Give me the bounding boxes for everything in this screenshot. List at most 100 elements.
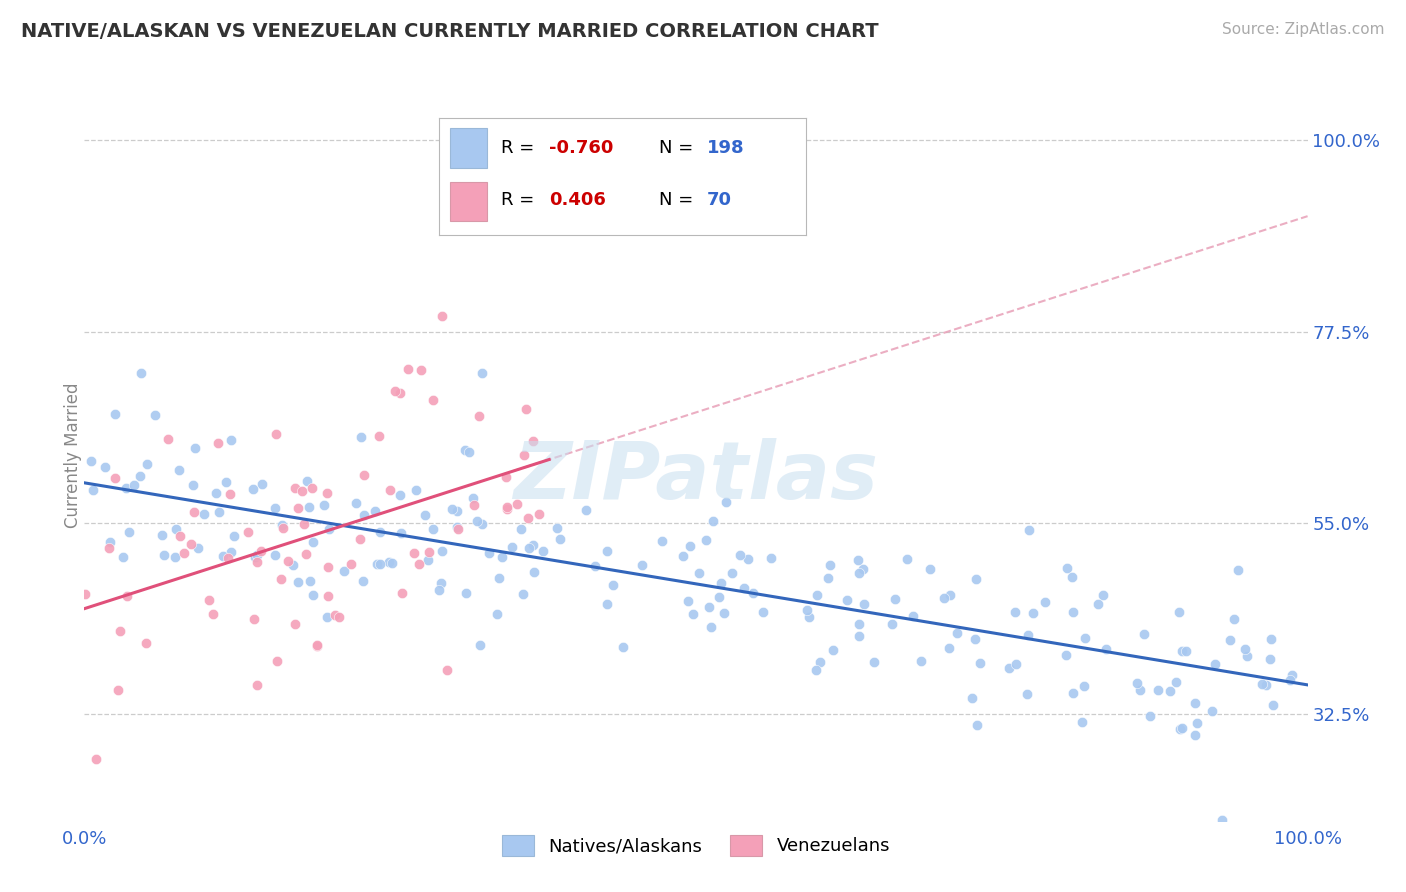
Point bbox=[548, 532, 571, 546]
Point bbox=[946, 625, 969, 640]
Point bbox=[1254, 678, 1277, 692]
Point bbox=[277, 554, 299, 568]
Point bbox=[496, 500, 519, 515]
Point bbox=[381, 556, 404, 570]
Point bbox=[243, 549, 266, 564]
Point bbox=[575, 503, 598, 517]
Point bbox=[752, 605, 775, 619]
Point bbox=[1018, 523, 1040, 537]
Point bbox=[271, 521, 294, 535]
Point bbox=[238, 524, 260, 539]
Point bbox=[305, 638, 328, 652]
Point bbox=[291, 484, 314, 499]
Point bbox=[391, 585, 413, 599]
Point bbox=[284, 617, 307, 632]
Point bbox=[1281, 668, 1303, 682]
Point bbox=[316, 590, 339, 604]
Point bbox=[965, 572, 987, 586]
Point bbox=[478, 545, 501, 559]
Point bbox=[344, 496, 367, 510]
Point bbox=[612, 640, 634, 654]
Point bbox=[522, 538, 544, 552]
Point bbox=[1146, 683, 1168, 698]
Point bbox=[934, 591, 956, 605]
Point bbox=[1184, 696, 1206, 710]
Point bbox=[215, 475, 238, 489]
Point bbox=[1226, 564, 1249, 578]
Point bbox=[1074, 631, 1097, 645]
Point bbox=[517, 541, 540, 555]
Point bbox=[468, 638, 491, 652]
Point bbox=[713, 607, 735, 621]
Point bbox=[153, 548, 176, 562]
Point bbox=[157, 432, 180, 446]
Point bbox=[135, 636, 157, 650]
Point bbox=[733, 581, 755, 595]
Point bbox=[848, 616, 870, 631]
Point bbox=[104, 471, 127, 485]
Point bbox=[316, 486, 339, 500]
Point bbox=[501, 541, 523, 555]
Point bbox=[527, 508, 550, 522]
Point bbox=[427, 583, 450, 598]
Point bbox=[98, 534, 121, 549]
Point bbox=[702, 514, 724, 528]
Point bbox=[219, 434, 242, 448]
Point bbox=[1070, 715, 1092, 730]
Point bbox=[352, 574, 374, 589]
Point bbox=[413, 508, 436, 523]
Point bbox=[208, 505, 231, 519]
Point bbox=[651, 534, 673, 549]
Point bbox=[1004, 606, 1026, 620]
Point bbox=[1184, 728, 1206, 742]
Point bbox=[264, 548, 287, 562]
Point bbox=[1033, 595, 1056, 609]
Point bbox=[246, 555, 269, 569]
Point bbox=[378, 483, 401, 497]
Point bbox=[364, 504, 387, 518]
Point bbox=[1201, 704, 1223, 718]
Point bbox=[1279, 673, 1302, 687]
Point bbox=[207, 436, 229, 450]
Point bbox=[384, 384, 406, 399]
Point bbox=[447, 522, 470, 536]
Point bbox=[938, 641, 960, 656]
Point bbox=[491, 550, 513, 565]
Text: ZIPatlas: ZIPatlas bbox=[513, 438, 879, 516]
Point bbox=[965, 632, 987, 647]
Point bbox=[184, 441, 207, 455]
Point bbox=[997, 661, 1019, 675]
Point bbox=[716, 495, 738, 509]
Text: NATIVE/ALASKAN VS VENEZUELAN CURRENTLY MARRIED CORRELATION CHART: NATIVE/ALASKAN VS VENEZUELAN CURRENTLY M… bbox=[21, 22, 879, 41]
Point bbox=[821, 642, 844, 657]
Point bbox=[281, 558, 304, 572]
Point bbox=[1250, 677, 1272, 691]
Point bbox=[531, 544, 554, 558]
Point bbox=[1204, 657, 1226, 671]
Point bbox=[183, 505, 205, 519]
Point bbox=[808, 655, 831, 669]
Point bbox=[512, 448, 534, 462]
Point bbox=[1167, 605, 1189, 619]
Point bbox=[707, 591, 730, 605]
Point bbox=[287, 575, 309, 590]
Point bbox=[682, 607, 704, 621]
Point bbox=[430, 544, 453, 558]
Point bbox=[246, 548, 269, 562]
Point bbox=[695, 533, 717, 547]
Point bbox=[742, 586, 765, 600]
Point bbox=[404, 546, 426, 560]
Point bbox=[339, 557, 361, 571]
Point bbox=[862, 655, 884, 669]
Point bbox=[759, 550, 782, 565]
Point bbox=[441, 502, 464, 516]
Point bbox=[314, 498, 336, 512]
Point bbox=[353, 468, 375, 483]
Point bbox=[454, 443, 477, 458]
Point bbox=[418, 545, 440, 559]
Point bbox=[1211, 814, 1233, 828]
Point bbox=[737, 552, 759, 566]
Point bbox=[523, 565, 546, 579]
Text: Source: ZipAtlas.com: Source: ZipAtlas.com bbox=[1222, 22, 1385, 37]
Point bbox=[1054, 648, 1077, 662]
